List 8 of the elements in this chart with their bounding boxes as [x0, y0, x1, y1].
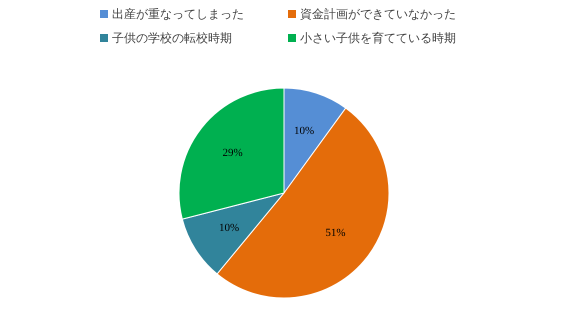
data-label: 10% — [218, 222, 240, 234]
data-label: 10% — [294, 125, 314, 138]
legend-label: 小さい子供を育てている時期 — [300, 31, 456, 45]
data-label: 29% — [222, 147, 243, 160]
legend-label: 出産が重なってしまった — [112, 7, 244, 21]
legend-label: 子供の学校の転校時期 — [112, 31, 232, 45]
legend-label: 資金計画ができていなかった — [300, 7, 456, 21]
data-label: 51% — [325, 226, 346, 239]
